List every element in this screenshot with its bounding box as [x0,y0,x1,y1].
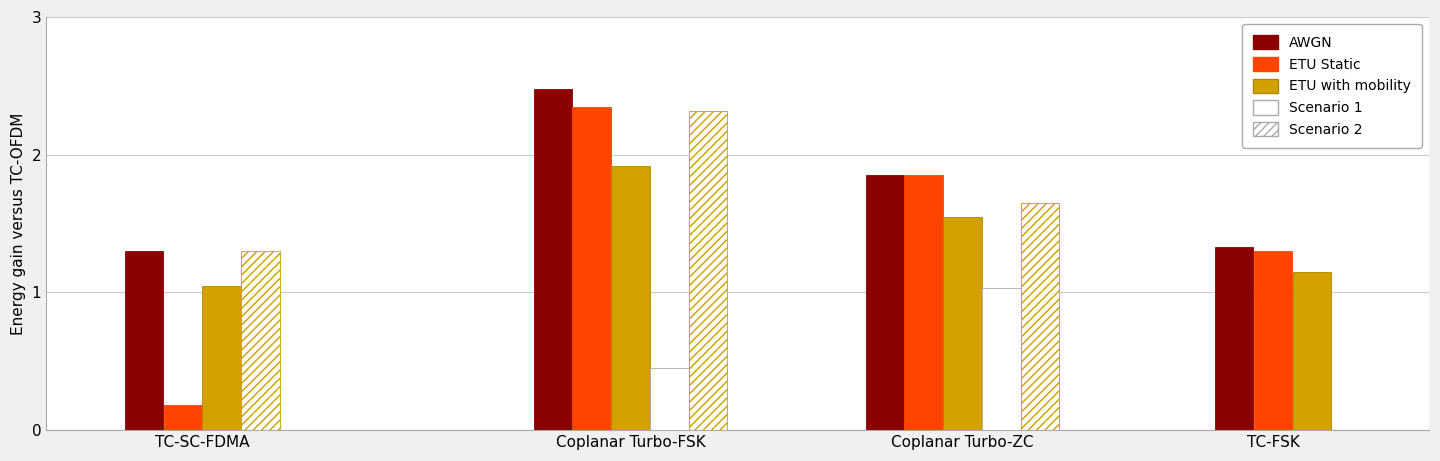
Bar [1293,272,1331,430]
Bar [982,288,1021,430]
Bar [1215,247,1253,430]
Bar [612,166,649,430]
Bar [533,89,572,430]
Bar [651,368,688,430]
Bar [125,251,163,430]
Bar [690,111,727,430]
Bar [1021,203,1060,430]
Legend: AWGN, ETU Static, ETU with mobility, Scenario 1, Scenario 2: AWGN, ETU Static, ETU with mobility, Sce… [1241,24,1421,148]
Bar [904,175,943,430]
Bar [203,285,240,430]
Bar [242,251,279,430]
Bar [865,175,904,430]
Bar [164,405,202,430]
Bar [1254,251,1292,430]
Bar [573,106,611,430]
Bar [943,217,982,430]
Y-axis label: Energy gain versus TC-OFDM: Energy gain versus TC-OFDM [12,112,26,335]
